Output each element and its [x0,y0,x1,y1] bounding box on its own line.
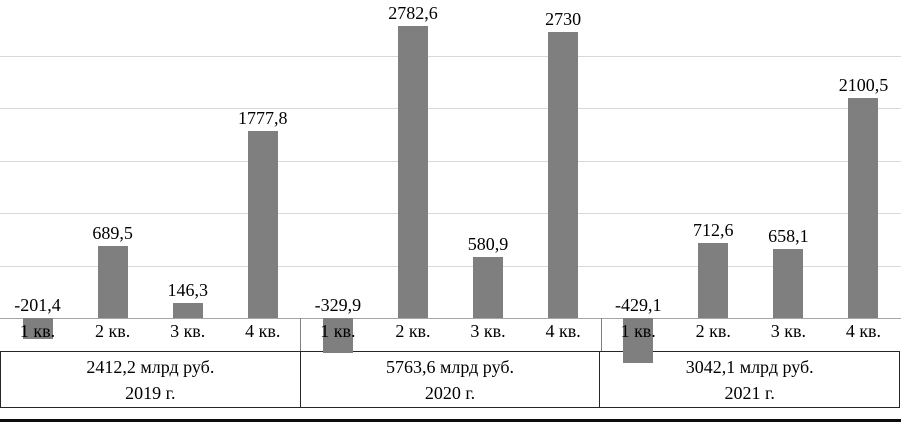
bar-value-label: 712,6 [693,220,734,241]
bar-value-label: 2730 [545,8,582,29]
bar [172,302,203,318]
bar-value-label: 658,1 [768,225,809,246]
category-tick-label: 3 кв. [470,321,506,341]
category-tick-label: 2 кв. [695,321,731,341]
bar [623,318,654,364]
bar [473,257,504,318]
category-tick-label: 2 кв. [94,321,131,341]
group-separator [300,318,302,351]
bar-value-label: 2100,5 [838,74,889,95]
category-tick-label: 1 кв. [620,321,656,341]
bar-value-label: -429,1 [614,295,662,315]
bar [322,318,353,353]
bar-value-label: 146,3 [167,279,208,300]
bar-value-label: 2782,6 [388,3,438,23]
category-tick-label: 1 кв. [19,321,56,341]
total-value-2020: 5763,6 млрд руб. [386,356,514,377]
bar-value-label: -329,9 [314,295,362,315]
total-year-2019: 2019 г. [125,382,176,403]
x-axis-line [0,318,901,319]
category-tick-label: 4 кв. [245,321,281,341]
bar [848,97,879,318]
gridline [0,265,901,267]
total-value-2021: 3042,1 млрд руб. [685,356,814,377]
total-year-2021: 2021 г. [724,382,775,403]
bar [97,245,128,318]
bar [22,318,53,340]
bar [698,243,729,318]
category-tick-label: 3 кв. [170,321,206,341]
gridline [0,55,901,57]
totals-cell-2020: 5763,6 млрд руб. 2020 г. [299,352,601,407]
gridline [0,213,901,215]
totals-cell-2019: 2412,2 млрд руб. 2019 г. [1,352,300,407]
category-tick-label: 4 кв. [545,321,581,341]
bar [247,131,278,318]
total-value-2019: 2412,2 млрд руб. [86,356,215,377]
group-separator [600,318,602,351]
bar [397,26,428,318]
bar [773,248,804,318]
bar [548,31,579,318]
totals-box: 2412,2 млрд руб. 2019 г. 5763,6 млрд руб… [0,351,900,408]
category-tick-label: 3 кв. [770,321,806,341]
bar-value-label: -201,4 [14,295,61,315]
bar-value-label: 1777,8 [238,108,288,129]
category-tick-label: 1 кв. [320,321,356,341]
totals-cell-2021: 3042,1 млрд руб. 2021 г. [600,352,899,407]
category-tick-label: 2 кв. [395,321,431,341]
bar-value-label: 689,5 [92,222,133,243]
gridline [0,108,901,110]
category-tick-label: 4 кв. [845,321,882,341]
gridline [0,160,901,162]
chart-bottom-border [0,419,901,422]
total-year-2020: 2020 г. [424,382,476,403]
bar-value-label: 580,9 [467,234,509,255]
